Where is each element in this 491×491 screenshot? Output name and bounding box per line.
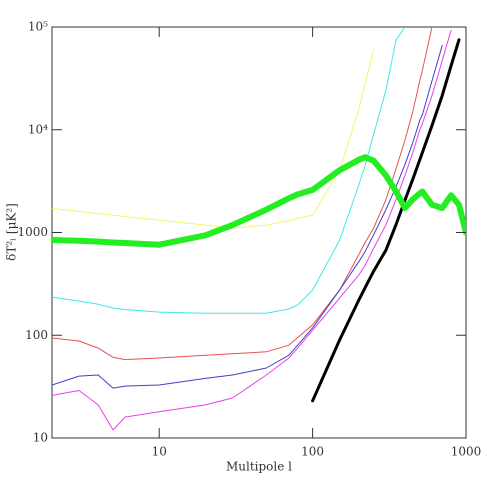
- x-axis-label: Multipole l: [226, 460, 292, 474]
- x-tick-label: 10: [152, 445, 167, 459]
- y-axis-label: δT²ₗ [μK²]: [5, 203, 19, 261]
- y-tick-label: 10⁵: [28, 20, 48, 34]
- y-tick-label: 100: [25, 328, 48, 342]
- x-tick-label: 100: [301, 445, 324, 459]
- series-line: [52, 29, 452, 431]
- series-line: [52, 45, 443, 389]
- series-line: [52, 49, 375, 229]
- y-tick-label: 10⁴: [28, 122, 48, 136]
- series-line: [311, 38, 461, 403]
- series-line: [52, 27, 406, 314]
- x-tick-label: 1000: [451, 445, 482, 459]
- series-line: [52, 27, 433, 361]
- plot-frame: [51, 26, 467, 439]
- y-tick-label: 1000: [17, 225, 48, 239]
- plot-lines: [52, 27, 466, 431]
- y-tick-label: 10: [33, 431, 48, 445]
- series-line: [52, 154, 466, 248]
